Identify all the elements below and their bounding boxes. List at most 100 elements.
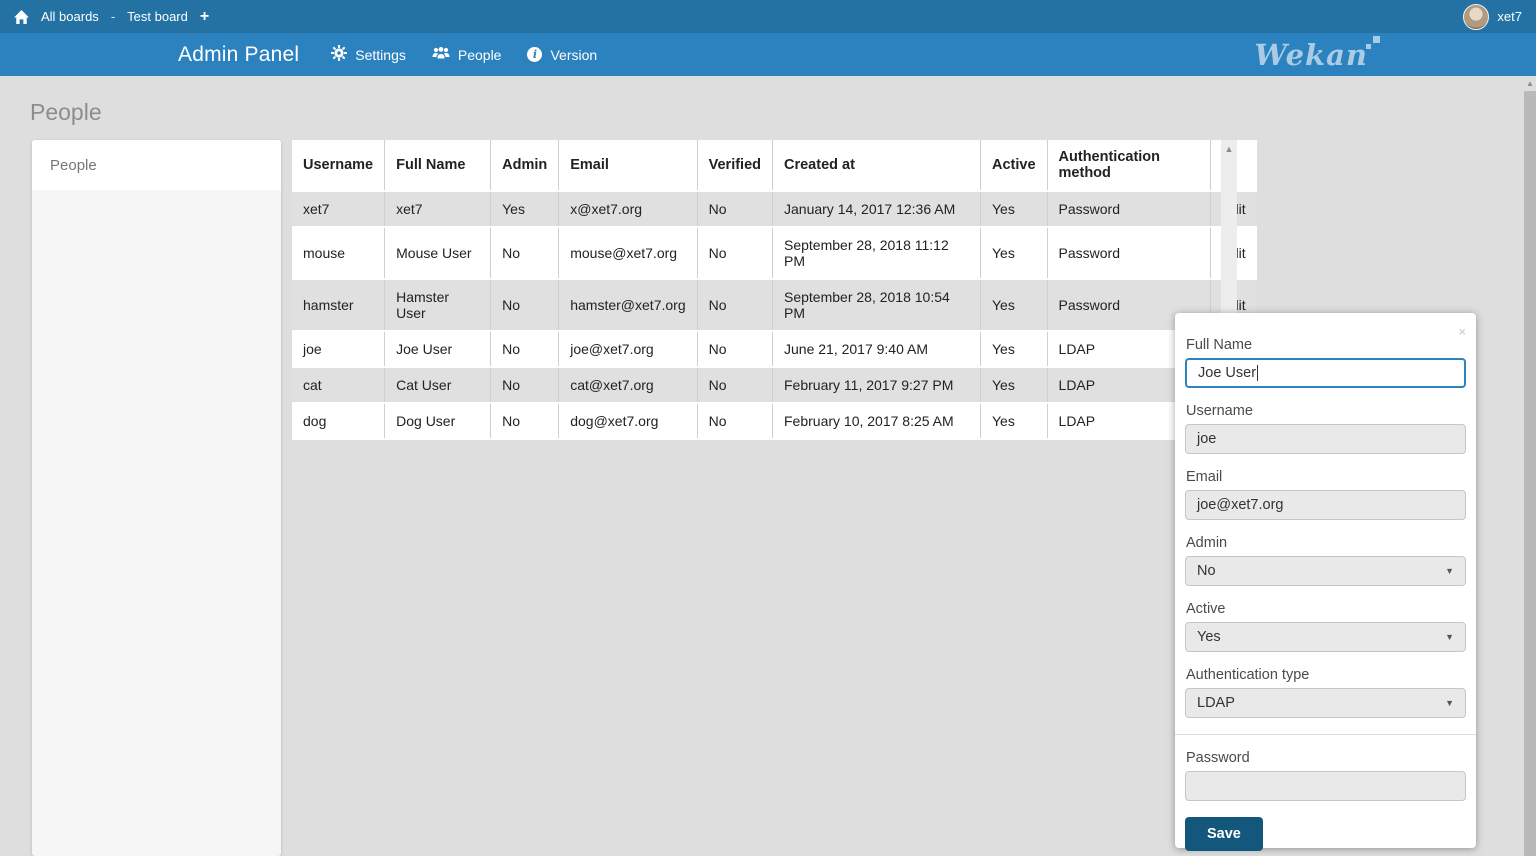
cell-auth-method: Password [1047, 279, 1211, 332]
people-table-body: xet7 xet7 Yes x@xet7.org No January 14, 2017 … [292, 191, 1257, 440]
col-header-email: Email [558, 140, 698, 192]
cell-email: hamster@xet7.org [558, 279, 698, 332]
username-input: joe [1185, 424, 1466, 454]
cell-verified: No [697, 403, 774, 440]
col-header-created-at: Created at [772, 140, 981, 192]
table-row: mouse Mouse User No mouse@xet7.org No Septemb… [292, 227, 1257, 280]
cell-full-name: xet7 [384, 191, 492, 228]
cell-username: xet7 [292, 191, 386, 228]
cell-active: Yes [980, 367, 1048, 404]
popup-divider [1175, 734, 1476, 735]
cell-verified: No [697, 331, 774, 368]
table-header-row: Username Full Name Admin Email Verified … [292, 140, 1257, 192]
info-icon: i [527, 47, 543, 62]
cell-admin: Yes [490, 191, 560, 228]
scroll-up-arrow-icon[interactable]: ▲ [1224, 144, 1234, 154]
logo-square-small-icon [1366, 43, 1371, 49]
table-row: dog Dog User No dog@xet7.org No February 10, … [292, 403, 1257, 440]
cell-active: Yes [980, 191, 1048, 228]
cell-auth-method: Password [1047, 191, 1211, 228]
home-icon[interactable] [14, 9, 29, 24]
cell-full-name: Mouse User [384, 227, 492, 280]
active-select[interactable]: Yes ▼ [1185, 622, 1466, 652]
wekan-logo: Wekan [1254, 35, 1380, 72]
cell-admin: No [490, 331, 560, 368]
admin-sidebar: People [32, 140, 281, 856]
close-icon[interactable]: × [1458, 324, 1466, 339]
chevron-down-icon: ▼ [1445, 632, 1454, 642]
cell-auth-method: Password [1047, 227, 1211, 280]
cell-active: Yes [980, 331, 1048, 368]
cell-email: cat@xet7.org [558, 367, 698, 404]
topbar-username[interactable]: xet7 [1497, 9, 1522, 24]
cell-created-at: September 28, 2018 10:54 PM [772, 279, 981, 332]
email-label: Email [1186, 469, 1223, 485]
user-avatar[interactable] [1463, 3, 1490, 30]
password-input[interactable] [1185, 771, 1466, 801]
cell-admin: No [490, 279, 560, 332]
admin-panel-title: Admin Panel [178, 42, 300, 66]
auth-type-select[interactable]: LDAP ▼ [1185, 688, 1466, 718]
table-row: joe Joe User No joe@xet7.org No June 21, 2017… [292, 331, 1257, 368]
save-button[interactable]: Save [1185, 817, 1263, 851]
cell-email: x@xet7.org [558, 191, 698, 228]
breadcrumb-board-name[interactable]: Test board [127, 9, 188, 24]
table-row: hamster Hamster User No hamster@xet7.org No S… [292, 279, 1257, 332]
cell-email: mouse@xet7.org [558, 227, 698, 280]
cell-admin: No [490, 403, 560, 440]
people-table: Username Full Name Admin Email Verified … [292, 140, 1257, 440]
sidebar-item-people[interactable]: People [32, 140, 281, 190]
cell-email: dog@xet7.org [558, 403, 698, 440]
chevron-down-icon: ▼ [1445, 566, 1454, 576]
password-label: Password [1186, 750, 1250, 766]
cell-verified: No [697, 191, 774, 228]
cell-created-at: February 11, 2017 9:27 PM [772, 367, 981, 404]
admin-header-bar: Admin Panel [0, 33, 1536, 76]
admin-label: Admin [1186, 535, 1228, 551]
breadcrumb-separator: - [110, 9, 116, 24]
col-header-full-name: Full Name [384, 140, 492, 192]
table-row: xet7 xet7 Yes x@xet7.org No January 14, 2017 … [292, 191, 1257, 228]
full-name-input[interactable]: Joe User [1185, 358, 1466, 388]
scrollbar-thumb[interactable] [1524, 91, 1536, 856]
cell-username: dog [292, 403, 386, 440]
page-title: People [30, 99, 102, 125]
cell-verified: No [697, 367, 774, 404]
nav-settings[interactable]: Settings [331, 45, 406, 64]
full-name-label: Full Name [1186, 337, 1253, 353]
cell-verified: No [697, 279, 774, 332]
nav-settings-label: Settings [355, 46, 406, 63]
logo-square-icon [1373, 35, 1380, 43]
page-scrollbar[interactable]: ▲ [1524, 76, 1536, 856]
email-input: joe@xet7.org [1185, 490, 1466, 520]
auth-type-label: Authentication type [1186, 667, 1310, 683]
edit-user-popup: × Full Name Joe User Username joe Email … [1175, 313, 1476, 851]
cell-created-at: January 14, 2017 12:36 AM [772, 191, 981, 228]
cell-username: mouse [292, 227, 386, 280]
cell-username: joe [292, 331, 386, 368]
cell-created-at: September 28, 2018 11:12 PM [772, 227, 981, 280]
col-header-active: Active [980, 140, 1048, 192]
cell-full-name: Cat User [384, 367, 492, 404]
active-label: Active [1186, 601, 1226, 617]
cell-full-name: Hamster User [384, 279, 492, 332]
cell-created-at: February 10, 2017 8:25 AM [772, 403, 981, 440]
cell-username: hamster [292, 279, 386, 332]
cell-admin: No [490, 227, 560, 280]
table-row: cat Cat User No cat@xet7.org No February 11, … [292, 367, 1257, 404]
cell-full-name: Joe User [384, 331, 492, 368]
nav-people[interactable]: People [432, 46, 501, 63]
scroll-up-arrow-icon[interactable]: ▲ [1524, 76, 1536, 91]
col-header-admin: Admin [490, 140, 560, 192]
nav-version-label: Version [550, 46, 598, 63]
nav-version[interactable]: i Version [527, 47, 597, 63]
chevron-down-icon: ▼ [1445, 698, 1454, 708]
breadcrumb-all-boards[interactable]: All boards [41, 9, 99, 24]
cell-admin: No [490, 367, 560, 404]
gear-icon [331, 45, 348, 64]
admin-select[interactable]: No ▼ [1185, 556, 1466, 586]
cell-full-name: Dog User [384, 403, 492, 440]
cell-username: cat [292, 367, 386, 404]
add-board-icon[interactable]: + [199, 7, 210, 25]
col-header-auth-method: Authentication method [1047, 140, 1211, 192]
